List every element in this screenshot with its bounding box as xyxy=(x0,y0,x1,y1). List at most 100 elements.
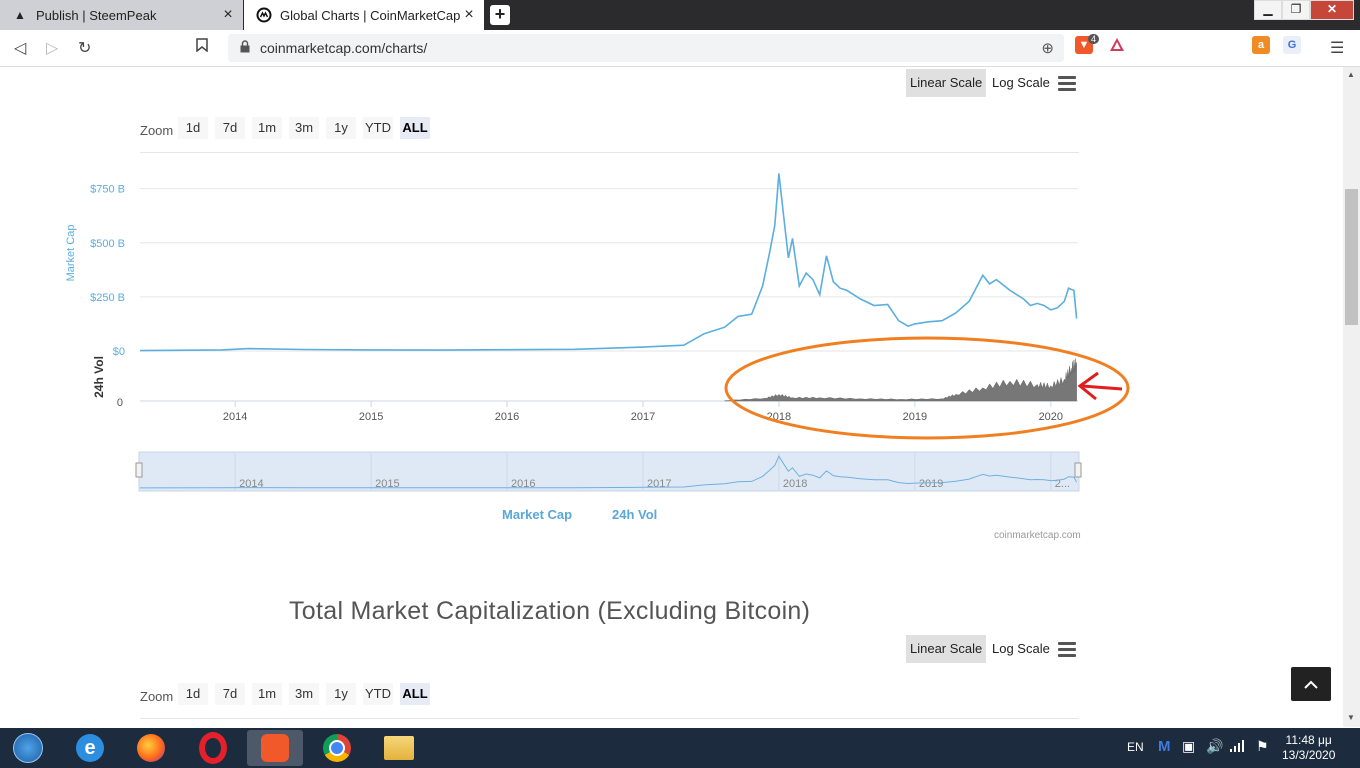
page-content: Linear Scale Log Scale Zoom 1d 7d 1m 3m … xyxy=(0,67,1343,727)
page-scrollbar[interactable]: ▲ ▼ xyxy=(1343,67,1360,727)
zoom-3m-button[interactable]: 3m xyxy=(289,683,319,705)
x-tick-label: 2019 xyxy=(903,411,927,423)
taskbar-opera[interactable] xyxy=(185,730,241,766)
zoom-all-button[interactable]: ALL xyxy=(400,117,430,139)
navigator-right-handle[interactable] xyxy=(1074,462,1082,478)
market-cap-chart[interactable]: $0 $250 B $500 B $750 B 2014 2015 2016 2017 201… xyxy=(0,67,1343,507)
navigator-line xyxy=(139,455,1078,489)
zoom-1y-button[interactable]: 1y xyxy=(326,117,356,139)
vol-axis-label: 24h Vol xyxy=(92,356,106,398)
navigator-tick-label: 2014 xyxy=(239,478,263,490)
navigator-tick-label: 2019 xyxy=(919,478,943,490)
antivirus-icon[interactable]: M xyxy=(1158,738,1171,755)
x-tick-label: 2016 xyxy=(495,411,519,423)
scroll-to-top-button[interactable] xyxy=(1291,667,1331,701)
linear-scale-button[interactable]: Linear Scale xyxy=(906,69,987,97)
new-tab-button[interactable]: + xyxy=(490,5,510,25)
browser-toolbar: ◁ ▷ ↻ coinmarketcap.com/charts/ ⊕ ▼ 4 a … xyxy=(0,30,1360,67)
x-tick-label: 2015 xyxy=(359,411,383,423)
taskbar-chrome[interactable] xyxy=(309,730,365,766)
taskbar-file-explorer[interactable] xyxy=(371,730,427,766)
divider xyxy=(140,718,1079,719)
zoom-7d-button[interactable]: 7d xyxy=(215,683,245,705)
zoom-plus-icon[interactable]: ⊕ xyxy=(1041,40,1054,57)
language-indicator[interactable]: EN xyxy=(1127,740,1144,754)
zoom-3m-button[interactable]: 3m xyxy=(289,117,319,139)
navigator-tick-label: 2016 xyxy=(511,478,535,490)
taskbar-internet-explorer[interactable]: e xyxy=(62,730,118,766)
chart-menu-icon-2[interactable] xyxy=(1058,642,1076,657)
translate-icon[interactable]: G xyxy=(1283,36,1301,54)
zoom-ytd-button[interactable]: YTD xyxy=(363,117,393,139)
opera-icon xyxy=(199,732,227,764)
coinmarketcap-icon xyxy=(256,7,272,23)
zoom-label: Zoom xyxy=(140,123,174,138)
taskbar-firefox[interactable] xyxy=(123,730,179,766)
annotation-ellipse xyxy=(724,336,1130,440)
navigator-left-handle[interactable] xyxy=(135,462,143,478)
zoom-label: Zoom xyxy=(140,689,174,704)
taskbar-brave[interactable] xyxy=(247,730,303,766)
chart-menu-icon[interactable] xyxy=(1058,76,1076,91)
zoom-1y-button[interactable]: 1y xyxy=(326,683,356,705)
tab-coinmarketcap[interactable]: Global Charts | CoinMarketCap × xyxy=(244,0,484,30)
legend-24h-vol[interactable]: 24h Vol xyxy=(612,507,658,522)
legend-market-cap[interactable]: Market Cap xyxy=(502,507,573,522)
navigator[interactable] xyxy=(138,451,1080,492)
navigator-tick-label: 2017 xyxy=(647,478,671,490)
zoom-1d-button[interactable]: 1d xyxy=(178,117,208,139)
navigator-tick-label: 2... xyxy=(1055,478,1070,490)
signal-icon[interactable] xyxy=(1230,740,1244,755)
volume-icon[interactable]: 🔊 xyxy=(1206,738,1224,754)
bookmark-icon[interactable] xyxy=(196,38,208,57)
divider xyxy=(140,152,1079,153)
forward-icon[interactable]: ▷ xyxy=(46,40,59,57)
zoom-1m-button[interactable]: 1m xyxy=(252,683,282,705)
zoom-ytd-button[interactable]: YTD xyxy=(363,683,393,705)
system-clock[interactable]: 11:48 μμ 13/3/2020 xyxy=(1282,733,1335,763)
zoom-all-button[interactable]: ALL xyxy=(400,683,430,705)
folder-icon xyxy=(384,736,414,760)
zoom-1d-button[interactable]: 1d xyxy=(178,683,208,705)
x-tick-label: 2020 xyxy=(1039,411,1063,423)
y-tick-label: $750 B xyxy=(90,184,125,196)
zoom-7d-button[interactable]: 7d xyxy=(215,117,245,139)
tab-title: Publish | SteemPeak xyxy=(36,7,157,23)
chart-credit[interactable]: coinmarketcap.com xyxy=(994,530,1081,541)
navigator-tick-label: 2018 xyxy=(783,478,807,490)
zoom-1m-button[interactable]: 1m xyxy=(252,117,282,139)
x-tick-label: 2017 xyxy=(631,411,655,423)
market-cap-line xyxy=(139,173,1078,352)
address-bar[interactable]: coinmarketcap.com/charts/ ⊕ xyxy=(228,34,1064,62)
scrollbar-thumb[interactable] xyxy=(1345,189,1358,325)
clock-time: 11:48 μμ xyxy=(1285,733,1332,747)
close-icon[interactable]: × xyxy=(223,6,233,23)
action-center-icon[interactable]: ⚑ xyxy=(1256,738,1269,754)
reload-icon[interactable]: ↻ xyxy=(78,40,92,57)
navigator-tick-label: 2015 xyxy=(375,478,399,490)
start-button[interactable] xyxy=(0,730,56,766)
back-icon[interactable]: ◁ xyxy=(14,40,27,57)
close-icon[interactable]: × xyxy=(464,6,474,23)
brave-rewards-icon[interactable] xyxy=(1108,36,1126,54)
section-heading: Total Market Capitalization (Excluding B… xyxy=(289,597,811,625)
scroll-down-icon[interactable]: ▼ xyxy=(1347,713,1355,722)
menu-icon[interactable]: ☰ xyxy=(1330,40,1345,57)
close-window-button[interactable]: ✕ xyxy=(1310,0,1354,20)
log-scale-button[interactable]: Log Scale xyxy=(992,75,1050,90)
y-axis-label: Market Cap xyxy=(65,225,77,282)
linear-scale-button-2[interactable]: Linear Scale xyxy=(906,635,987,663)
brave-badge: 4 xyxy=(1088,34,1100,44)
url-text: coinmarketcap.com/charts/ xyxy=(260,40,428,56)
y-tick-label: $0 xyxy=(113,346,125,358)
minimize-button[interactable]: ▁ xyxy=(1254,0,1282,20)
steempeak-icon: ▲ xyxy=(14,8,26,22)
log-scale-button-2[interactable]: Log Scale xyxy=(992,641,1050,656)
scroll-up-icon[interactable]: ▲ xyxy=(1347,70,1355,79)
chevron-up-icon xyxy=(1304,680,1318,689)
shopping-extension-icon[interactable]: a xyxy=(1252,36,1270,54)
network-status-icon[interactable]: ▣ xyxy=(1182,738,1196,754)
vol-tick-0: 0 xyxy=(117,397,123,409)
restore-button[interactable]: ❐ xyxy=(1282,0,1310,20)
tab-steempeak[interactable]: ▲ Publish | SteemPeak × xyxy=(0,0,243,30)
